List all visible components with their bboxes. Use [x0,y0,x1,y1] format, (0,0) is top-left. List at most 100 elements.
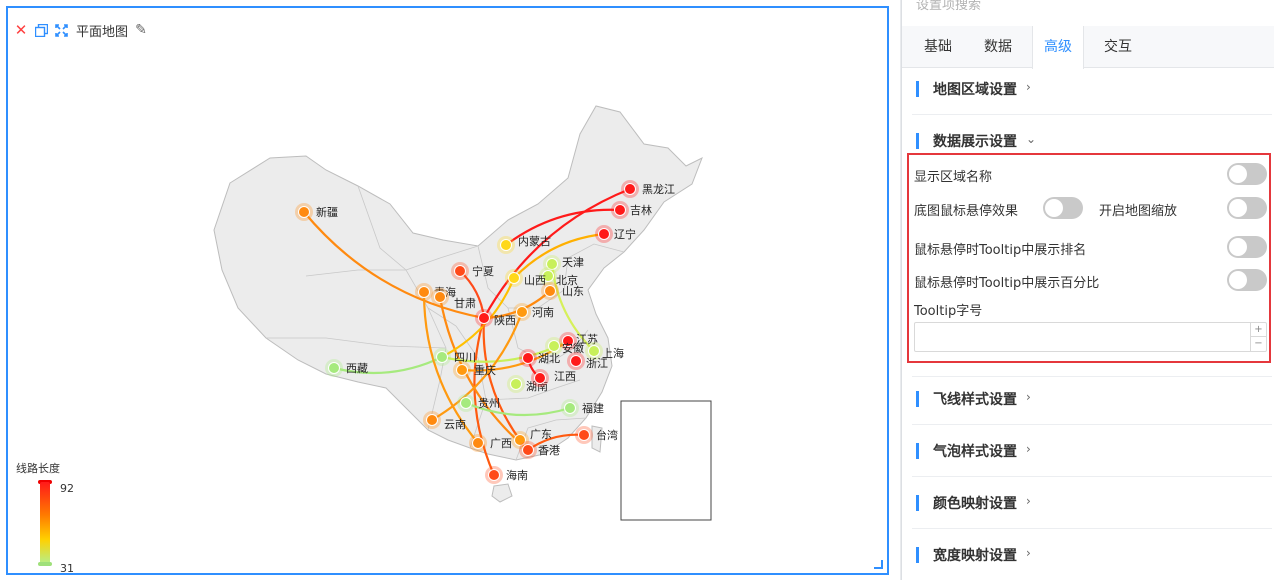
tooltip-font-size-input[interactable]: + − [914,322,1267,352]
flyline [332,355,444,375]
bubble-dot[interactable] [588,345,600,357]
bubble-dot[interactable] [418,286,430,298]
bubble-dot[interactable] [544,285,556,297]
city-label: 福建 [582,401,604,415]
edit-icon[interactable]: ✎ [135,22,147,38]
city-bubble[interactable]: 贵州 [457,394,500,412]
bubble-dot[interactable] [456,364,468,376]
city-bubble[interactable]: 浙江 [567,352,608,370]
section-title: 宽度映射设置 [933,548,1017,564]
tooltip-rank-toggle[interactable] [1227,236,1267,258]
city-bubble[interactable]: 河南 [513,303,554,321]
close-icon[interactable]: ✕ [14,21,28,39]
city-bubble[interactable]: 黑龙江 [621,180,675,198]
color-legend: 线路长度 92 31 [16,460,86,575]
bubble-dot[interactable] [522,352,534,364]
flyline [302,210,486,320]
decrement-button[interactable]: − [1250,337,1266,351]
bubble-dot[interactable] [570,355,582,367]
show-region-name-toggle[interactable] [1227,163,1267,185]
city-bubble[interactable]: 山西 [505,269,546,287]
bubble-dot[interactable] [426,414,438,426]
bubble-dot[interactable] [510,378,522,390]
section-map-region[interactable]: 地图区域设置 › [902,70,1274,106]
toggle-knob [1229,271,1247,289]
city-bubble[interactable]: 江西 [531,369,576,387]
legend-gradient-bar [40,482,50,564]
bubble-dot[interactable] [614,204,626,216]
city-bubble[interactable]: 湖北 [519,349,560,367]
city-bubble[interactable]: 山东 [541,282,584,300]
city-bubble[interactable]: 福建 [561,399,604,417]
bubble-dot[interactable] [488,469,500,481]
section-flyline-style[interactable]: 飞线样式设置 › [902,380,1274,416]
map-widget[interactable]: ✕ 平面地图 ✎ [6,6,889,575]
resize-handle[interactable] [874,560,883,569]
bubble-dot[interactable] [436,351,448,363]
bubble-dot[interactable] [454,265,466,277]
section-data-display[interactable]: 数据展示设置 ⌄ [902,122,1274,158]
bubble-dot[interactable] [478,312,490,324]
copy-icon[interactable] [34,23,48,37]
section-bubble-style[interactable]: 气泡样式设置 › [902,432,1274,468]
city-bubble[interactable]: 新疆 [295,203,338,221]
bubble-dot[interactable] [522,444,534,456]
bubble-dot[interactable] [578,429,590,441]
tab-data[interactable]: 数据 [984,39,1012,55]
bubble-dot[interactable] [298,206,310,218]
legend-handle-bottom[interactable] [38,562,52,566]
city-bubble[interactable]: 北京 [539,267,578,287]
city-bubble[interactable]: 内蒙古 [497,234,551,254]
city-bubble[interactable]: 广西 [469,434,512,452]
section-width-mapping[interactable]: 宽度映射设置 › [902,536,1274,572]
city-label: 北京 [556,273,578,287]
bubble-dot[interactable] [624,183,636,195]
bubble-dot[interactable] [508,272,520,284]
base-hover-effect-toggle[interactable] [1043,197,1083,219]
city-bubble[interactable]: 宁夏 [451,262,494,280]
fullscreen-icon[interactable] [54,23,68,37]
city-bubble[interactable]: 重庆 [453,361,496,379]
bubble-dot[interactable] [516,306,528,318]
bubble-dot[interactable] [534,372,546,384]
increment-button[interactable]: + [1250,323,1266,337]
city-bubble[interactable]: 辽宁 [595,225,636,243]
city-bubble[interactable]: 陕西 [475,309,516,327]
settings-search[interactable]: 设置项搜索 [902,0,1274,16]
bubble-dot[interactable] [564,402,576,414]
bubble-dot[interactable] [562,335,574,347]
bubble-dot[interactable] [472,437,484,449]
bubble-dot[interactable] [434,291,446,303]
bubble-dot[interactable] [500,239,512,251]
section-accent [916,391,919,407]
tab-interaction[interactable]: 交互 [1104,39,1132,55]
section-color-mapping[interactable]: 颜色映射设置 › [902,484,1274,520]
city-bubble[interactable]: 四川 [433,348,476,366]
city-bubble[interactable]: 香港 [519,441,560,459]
bubble-dot[interactable] [546,258,558,270]
bubble-dot[interactable] [514,434,526,446]
enable-zoom-toggle[interactable] [1227,197,1267,219]
city-bubble[interactable]: 广东 [511,428,552,449]
city-bubble[interactable]: 台湾 [575,426,618,444]
city-bubble[interactable]: 海南 [485,466,528,484]
bubble-dot[interactable] [598,228,610,240]
city-bubble[interactable]: 上海 [585,342,624,360]
city-bubble[interactable]: 吉林 [611,201,652,219]
bubble-dot[interactable] [460,397,472,409]
bubble-dot[interactable] [328,362,340,374]
taiwan-island [591,425,603,453]
city-bubble[interactable]: 安徽 [545,337,584,355]
city-bubble[interactable]: 西藏 [325,359,368,377]
tab-advanced[interactable]: 高级 [1032,26,1084,69]
tab-basic[interactable]: 基础 [924,39,952,55]
city-bubble[interactable]: 天津 [543,255,584,273]
bubble-dot[interactable] [548,340,560,352]
city-bubble[interactable]: 云南 [423,411,466,431]
bubble-dot[interactable] [542,270,554,282]
tooltip-percent-toggle[interactable] [1227,269,1267,291]
city-bubble[interactable]: 甘肃 [431,288,476,310]
city-bubble[interactable]: 江苏 [559,332,598,350]
